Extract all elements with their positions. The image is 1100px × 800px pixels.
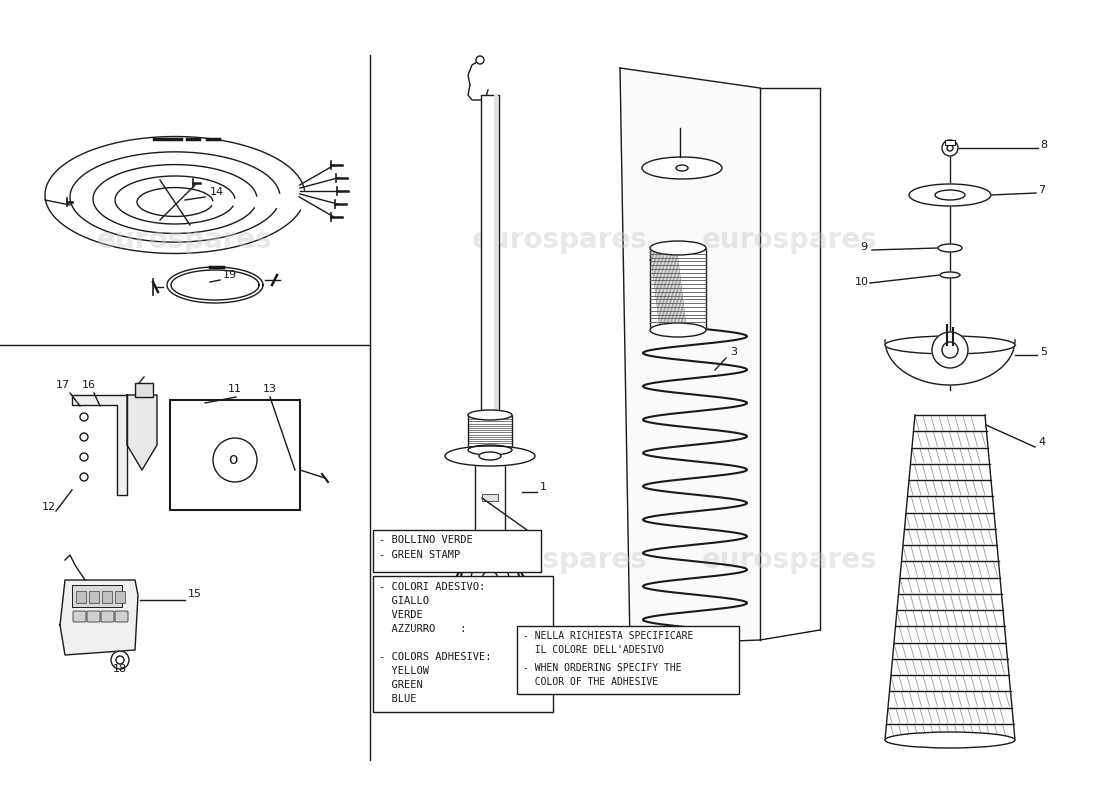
FancyBboxPatch shape <box>494 95 498 425</box>
Text: 2: 2 <box>668 244 675 254</box>
Circle shape <box>111 651 129 669</box>
Text: - COLORS ADHESIVE:: - COLORS ADHESIVE: <box>379 652 492 662</box>
Ellipse shape <box>642 157 722 179</box>
Text: 13: 13 <box>263 384 277 394</box>
FancyBboxPatch shape <box>373 576 553 712</box>
Text: 17: 17 <box>56 380 70 390</box>
FancyBboxPatch shape <box>72 585 122 607</box>
Ellipse shape <box>446 446 535 466</box>
FancyBboxPatch shape <box>135 383 153 397</box>
FancyBboxPatch shape <box>101 611 114 622</box>
Ellipse shape <box>478 452 500 460</box>
Ellipse shape <box>909 184 991 206</box>
Polygon shape <box>72 395 126 495</box>
Text: - COLORI ADESIVO:: - COLORI ADESIVO: <box>379 582 485 592</box>
Text: o: o <box>228 452 238 467</box>
FancyBboxPatch shape <box>87 611 100 622</box>
Polygon shape <box>126 395 157 470</box>
Text: 12: 12 <box>42 502 56 512</box>
Text: GREEN: GREEN <box>379 680 422 690</box>
Text: 14: 14 <box>210 187 224 197</box>
Circle shape <box>476 56 484 64</box>
Polygon shape <box>886 340 1015 385</box>
Text: 6: 6 <box>660 162 667 172</box>
Ellipse shape <box>650 241 706 255</box>
FancyBboxPatch shape <box>116 591 125 603</box>
Text: - GREEN STAMP: - GREEN STAMP <box>379 550 460 560</box>
FancyBboxPatch shape <box>517 626 739 694</box>
Ellipse shape <box>482 571 498 587</box>
FancyBboxPatch shape <box>650 248 706 330</box>
FancyBboxPatch shape <box>73 611 86 622</box>
Text: eurospares: eurospares <box>702 546 878 574</box>
Text: 10: 10 <box>855 277 869 287</box>
Circle shape <box>932 332 968 368</box>
Text: 5: 5 <box>1040 347 1047 357</box>
Ellipse shape <box>940 272 960 278</box>
Text: IL COLORE DELL'ADESIVO: IL COLORE DELL'ADESIVO <box>522 645 664 655</box>
Ellipse shape <box>468 410 512 420</box>
Ellipse shape <box>935 190 965 200</box>
Text: 7: 7 <box>1038 185 1045 195</box>
FancyBboxPatch shape <box>945 140 955 145</box>
Circle shape <box>80 473 88 481</box>
Circle shape <box>116 656 124 664</box>
Text: 15: 15 <box>188 589 202 599</box>
FancyBboxPatch shape <box>468 415 512 450</box>
Text: AZZURRO    :: AZZURRO : <box>379 624 466 634</box>
Ellipse shape <box>650 323 706 337</box>
Text: YELLOW: YELLOW <box>379 666 429 676</box>
Circle shape <box>942 140 958 156</box>
Text: eurospares: eurospares <box>472 226 648 254</box>
FancyBboxPatch shape <box>89 591 99 603</box>
Text: 11: 11 <box>228 384 242 394</box>
FancyBboxPatch shape <box>475 464 505 554</box>
FancyBboxPatch shape <box>170 400 300 510</box>
Ellipse shape <box>676 165 688 171</box>
Circle shape <box>80 433 88 441</box>
Ellipse shape <box>461 550 519 608</box>
Text: 9: 9 <box>860 242 867 252</box>
Text: 8: 8 <box>1040 140 1047 150</box>
Ellipse shape <box>938 244 962 252</box>
Ellipse shape <box>886 732 1015 748</box>
Text: eurospares: eurospares <box>472 546 648 574</box>
Circle shape <box>942 342 958 358</box>
Ellipse shape <box>886 336 1015 354</box>
Text: 3: 3 <box>730 347 737 357</box>
Circle shape <box>80 453 88 461</box>
FancyBboxPatch shape <box>482 494 498 501</box>
Text: COLOR OF THE ADHESIVE: COLOR OF THE ADHESIVE <box>522 677 658 687</box>
Text: GIALLO: GIALLO <box>379 596 429 606</box>
Text: 1: 1 <box>540 482 547 492</box>
Polygon shape <box>620 68 760 645</box>
FancyBboxPatch shape <box>116 611 128 622</box>
Polygon shape <box>60 580 138 655</box>
Text: 18: 18 <box>113 664 128 674</box>
Circle shape <box>80 413 88 421</box>
Ellipse shape <box>468 445 512 455</box>
Text: 19: 19 <box>223 270 238 280</box>
Circle shape <box>213 438 257 482</box>
Text: - BOLLINO VERDE: - BOLLINO VERDE <box>379 535 473 545</box>
Text: eurospares: eurospares <box>97 226 273 254</box>
FancyBboxPatch shape <box>76 591 86 603</box>
FancyBboxPatch shape <box>373 530 541 572</box>
Text: BLUE: BLUE <box>379 694 417 704</box>
Text: eurospares: eurospares <box>702 226 878 254</box>
Text: 4: 4 <box>1038 437 1045 447</box>
Text: - WHEN ORDERING SPECIFY THE: - WHEN ORDERING SPECIFY THE <box>522 663 682 673</box>
Ellipse shape <box>471 560 509 598</box>
FancyBboxPatch shape <box>481 95 499 425</box>
Text: 16: 16 <box>82 380 96 390</box>
Text: - NELLA RICHIESTA SPECIFICARE: - NELLA RICHIESTA SPECIFICARE <box>522 631 693 641</box>
Text: VERDE: VERDE <box>379 610 422 620</box>
FancyBboxPatch shape <box>102 591 112 603</box>
